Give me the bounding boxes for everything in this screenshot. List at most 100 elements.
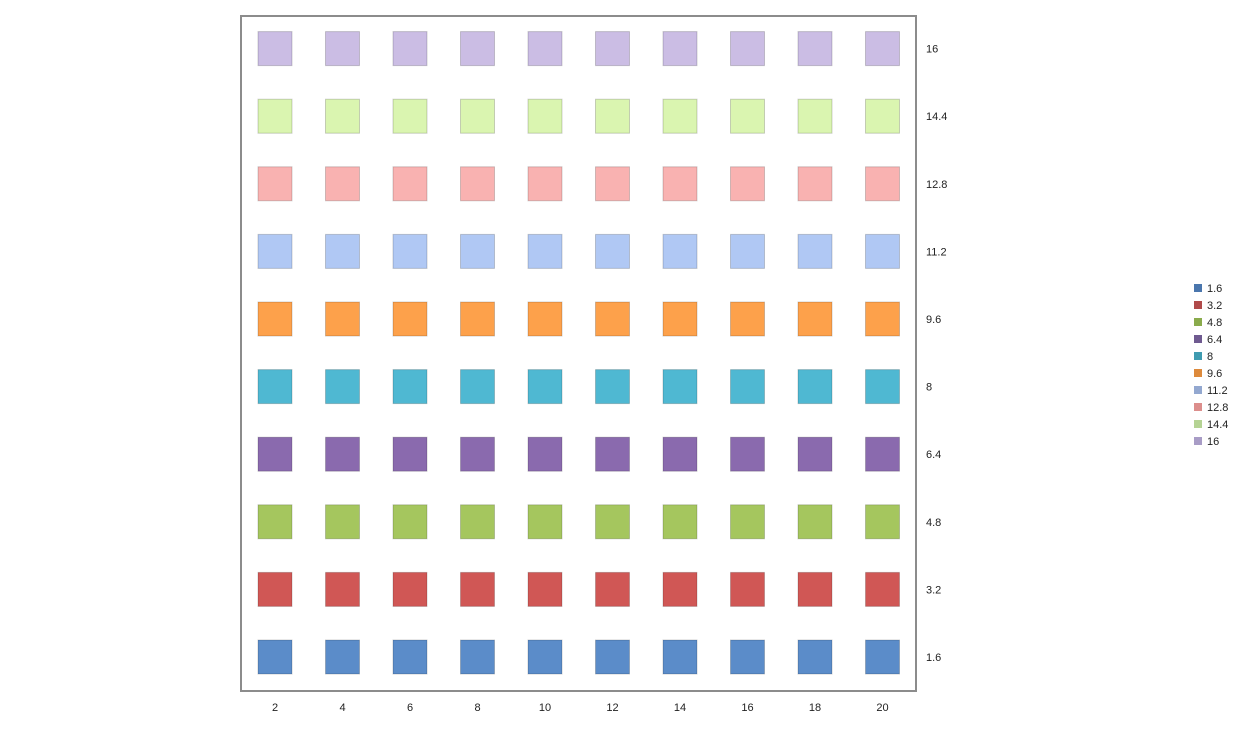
- heatmap-cell-x10-y6.4: [527, 436, 563, 472]
- heatmap-cell-x14-y4.8: [662, 504, 698, 540]
- heatmap-cell-x6-y11.2: [392, 233, 428, 269]
- heatmap-cell-x16-y14.4: [730, 98, 765, 134]
- heatmap-cell-x12-y11.2: [595, 233, 630, 269]
- heatmap-cell-x20-y9.6: [865, 301, 900, 337]
- heatmap-cell-x18-y8: [797, 369, 833, 405]
- heatmap-cell-x12-y14.4: [595, 98, 630, 134]
- legend-swatch: [1194, 335, 1202, 343]
- y-tick-label: 4.8: [926, 517, 941, 529]
- heatmap-cell-x2-y16: [257, 31, 293, 67]
- heatmap-cell-x2-y6.4: [257, 436, 293, 472]
- y-tick-label: 11.2: [926, 246, 947, 258]
- heatmap-cell-x16-y6.4: [730, 436, 765, 472]
- heatmap-cell-x8-y6.4: [460, 436, 495, 472]
- heatmap-cell-x6-y6.4: [392, 436, 428, 472]
- legend: 1.6 3.2 4.8 6.4 8 9.6 11.2 12.8 14.4 16: [1194, 283, 1228, 448]
- heatmap-cell-x2-y11.2: [257, 233, 293, 269]
- legend-swatch: [1194, 420, 1202, 428]
- heatmap-cell-x10-y8: [527, 369, 563, 405]
- heatmap-cell-x18-y1.6: [797, 639, 833, 675]
- heatmap-cell-x6-y8: [392, 369, 428, 405]
- heatmap-cell-x20-y16: [865, 31, 900, 67]
- heatmap-cell-x4-y1.6: [325, 639, 360, 675]
- heatmap-cell-x4-y3.2: [325, 571, 360, 607]
- heatmap-cell-x20-y1.6: [865, 639, 900, 675]
- legend-entry-label: 8: [1207, 351, 1213, 363]
- heatmap-cell-x8-y1.6: [460, 639, 495, 675]
- heatmap-cell-x16-y4.8: [730, 504, 765, 540]
- heatmap-cell-x12-y4.8: [595, 504, 630, 540]
- heatmap-cell-x8-y9.6: [460, 301, 495, 337]
- heatmap-cell-x18-y16: [797, 31, 833, 67]
- heatmap-cell-x14-y6.4: [662, 436, 698, 472]
- heatmap-cell-x16-y12.8: [730, 166, 765, 202]
- heatmap-cell-x10-y1.6: [527, 639, 563, 675]
- heatmap-cell-x2-y3.2: [257, 571, 293, 607]
- heatmap-cell-x10-y14.4: [527, 98, 563, 134]
- heatmap-cell-x16-y8: [730, 369, 765, 405]
- legend-swatch: [1194, 403, 1202, 411]
- heatmap-cell-x8-y8: [460, 369, 495, 405]
- heatmap-cell-x16-y9.6: [730, 301, 765, 337]
- legend-swatch: [1194, 318, 1202, 326]
- heatmap-cell-x12-y6.4: [595, 436, 630, 472]
- heatmap-cell-x18-y14.4: [797, 98, 833, 134]
- heatmap-cell-x20-y6.4: [865, 436, 900, 472]
- heatmap-cell-x18-y11.2: [797, 233, 833, 269]
- heatmap-cell-x4-y16: [325, 31, 360, 67]
- heatmap-cell-x2-y4.8: [257, 504, 293, 540]
- heatmap-cell-x6-y9.6: [392, 301, 428, 337]
- heatmap-cell-x6-y1.6: [392, 639, 428, 675]
- heatmap-cell-x14-y12.8: [662, 166, 698, 202]
- y-tick-label: 3.2: [926, 584, 941, 596]
- heatmap-cell-x8-y12.8: [460, 166, 495, 202]
- heatmap-cell-x4-y8: [325, 369, 360, 405]
- heatmap-cell-x4-y6.4: [325, 436, 360, 472]
- y-tick-label: 14.4: [926, 111, 947, 123]
- heatmap-cell-x6-y3.2: [392, 571, 428, 607]
- heatmap-cell-x10-y11.2: [527, 233, 563, 269]
- heatmap-cell-x4-y11.2: [325, 233, 360, 269]
- legend-swatch: [1194, 386, 1202, 394]
- y-tick-label: 9.6: [926, 314, 941, 326]
- legend-entry-label: 11.2: [1207, 385, 1228, 397]
- x-tick-label: 12: [606, 702, 618, 714]
- heatmap-cell-x8-y14.4: [460, 98, 495, 134]
- heatmap-cell-x12-y16: [595, 31, 630, 67]
- x-tick-label: 18: [809, 702, 821, 714]
- heatmap-cell-x16-y11.2: [730, 233, 765, 269]
- heatmap-cell-x4-y14.4: [325, 98, 360, 134]
- x-tick-label: 20: [876, 702, 888, 714]
- heatmap-cell-x4-y4.8: [325, 504, 360, 540]
- x-tick-label: 8: [474, 702, 480, 714]
- heatmap-cell-x16-y3.2: [730, 571, 765, 607]
- heatmap-cell-x12-y12.8: [595, 166, 630, 202]
- legend-swatch: [1194, 369, 1202, 377]
- legend-swatch: [1194, 284, 1202, 292]
- x-tick-label: 4: [339, 702, 345, 714]
- x-tick-label: 16: [741, 702, 753, 714]
- heatmap-cell-x6-y14.4: [392, 98, 428, 134]
- legend-entry-label: 6.4: [1207, 334, 1222, 346]
- y-tick-label: 8: [926, 382, 932, 394]
- heatmap-cell-x14-y8: [662, 369, 698, 405]
- heatmap-cell-x2-y8: [257, 369, 293, 405]
- heatmap-cell-x12-y3.2: [595, 571, 630, 607]
- heatmap-cell-x18-y6.4: [797, 436, 833, 472]
- heatmap-cell-x20-y3.2: [865, 571, 900, 607]
- y-axis-tick-labels: 1.6 3.2 4.8 6.4 8 9.6 11.2 12.8 14.4 16: [926, 44, 947, 664]
- heatmap-cell-x12-y1.6: [595, 639, 630, 675]
- heatmap-cell-x6-y12.8: [392, 166, 428, 202]
- heatmap-cell-x10-y16: [527, 31, 563, 67]
- heatmap-cell-x18-y3.2: [797, 571, 833, 607]
- heatmap-cell-x2-y1.6: [257, 639, 293, 675]
- heatmap-cell-x8-y3.2: [460, 571, 495, 607]
- x-tick-label: 2: [272, 702, 278, 714]
- heatmap-cell-x20-y14.4: [865, 98, 900, 134]
- legend-entry-label: 12.8: [1207, 402, 1228, 414]
- heatmap-cell-x8-y16: [460, 31, 495, 67]
- y-tick-label: 16: [926, 44, 938, 56]
- heatmap-cell-x4-y12.8: [325, 166, 360, 202]
- legend-entry-label: 4.8: [1207, 317, 1222, 329]
- heatmap-cell-x4-y9.6: [325, 301, 360, 337]
